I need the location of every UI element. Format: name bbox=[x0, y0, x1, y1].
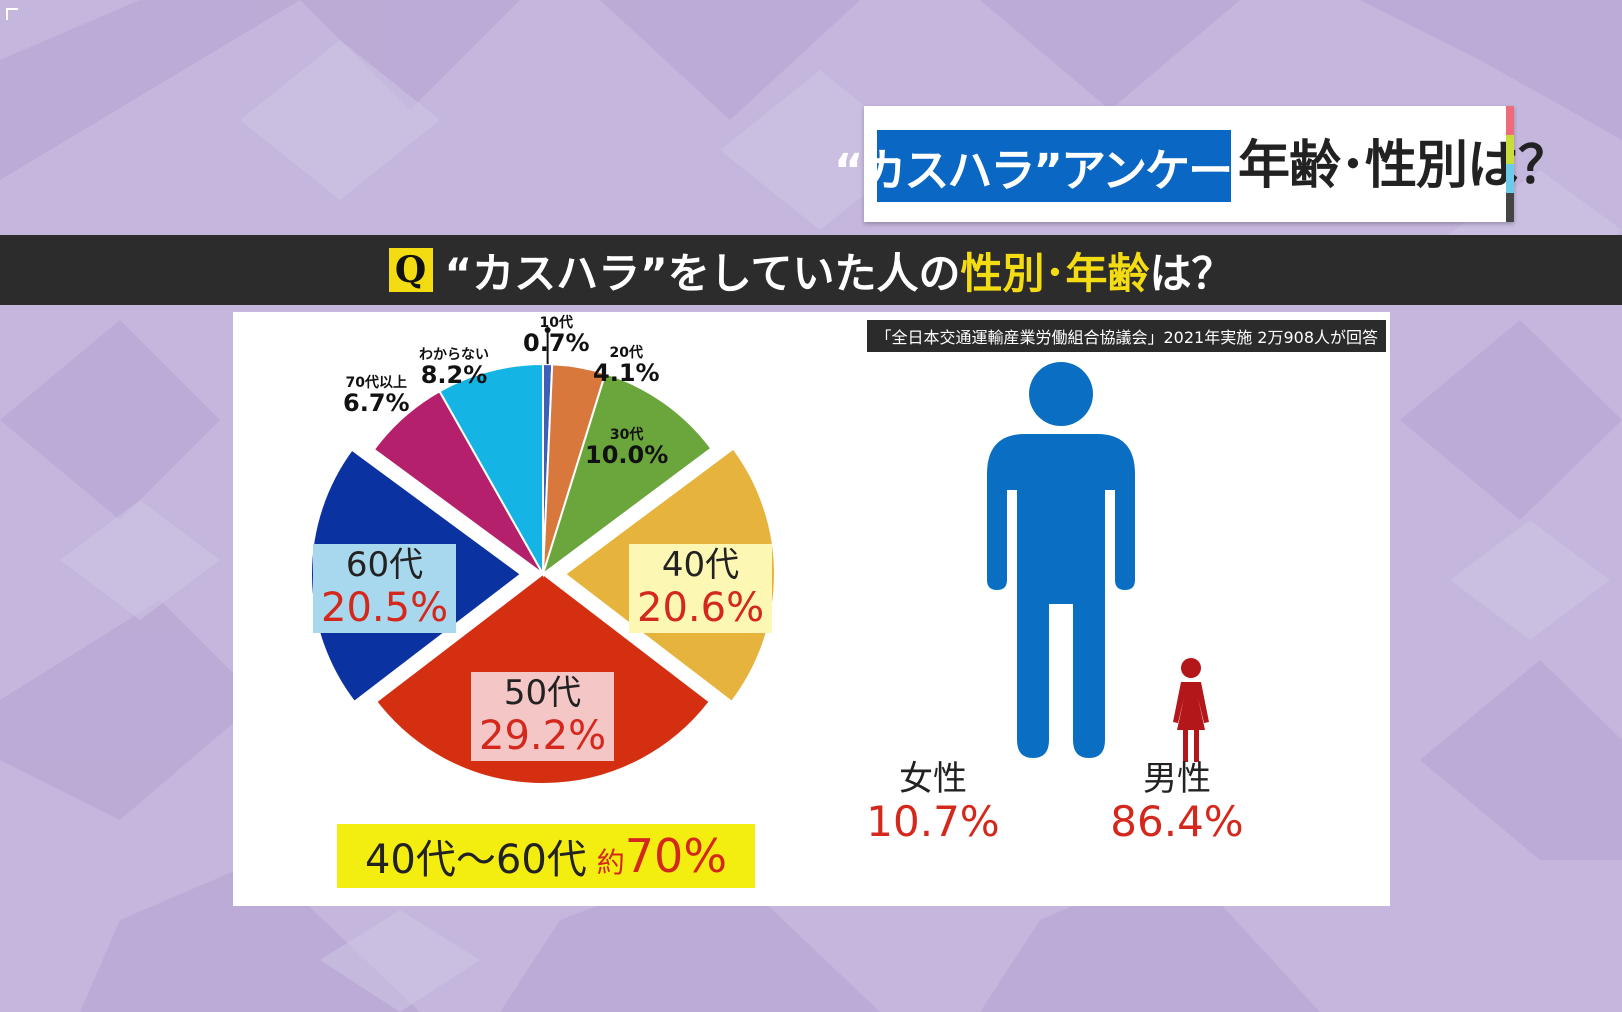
title-plate: “カスハラ”アンケート 年齢･性別は？ bbox=[834, 106, 1570, 222]
male-label-value: 86.4% bbox=[1110, 797, 1244, 847]
pie-label-40s: 40代 20.6% bbox=[629, 544, 773, 634]
pie-slice-3 bbox=[541, 372, 713, 577]
title-highlight: “カスハラ”アンケート bbox=[834, 130, 1276, 202]
pie-label-40s-value: 20.6% bbox=[637, 585, 765, 632]
pie-label-unknown-value: 8.2% bbox=[420, 360, 488, 389]
pie-label-50s-name: 50代 bbox=[503, 673, 582, 713]
summary-callout: 40代〜60代 約70% bbox=[337, 824, 755, 888]
female-label-value: 10.7% bbox=[866, 797, 1000, 847]
title-stripe-green bbox=[1506, 135, 1514, 164]
summary-range: 40代〜60代 bbox=[364, 837, 587, 883]
summary-approx: 約 bbox=[596, 846, 625, 879]
pie-label-20s-name: 20代 bbox=[609, 345, 644, 361]
source-caption: 「全日本交通運輸産業労働組合協議会」2021年実施 2万908人が回答 bbox=[867, 320, 1386, 352]
female-pictogram bbox=[1173, 658, 1209, 762]
pie-label-70s-plus-name: 70代以上 bbox=[345, 375, 408, 391]
female-label-name: 女性 bbox=[899, 759, 967, 799]
pie-label-unknown-name: わからない bbox=[419, 347, 489, 363]
pie-label-10s-name: 10代 bbox=[539, 315, 574, 331]
pie-label-20s-value: 4.1% bbox=[593, 358, 660, 387]
pie-label-60s: 60代 20.5% bbox=[313, 544, 457, 634]
title-stripe-blue bbox=[1506, 164, 1514, 193]
male-label-name: 男性 bbox=[1143, 759, 1211, 799]
pie-label-40s-name: 40代 bbox=[661, 545, 740, 585]
question-bar: Q “カスハラ”をしていた人の性別･年齢は？ bbox=[0, 235, 1622, 305]
title-text: 年齢･性別は？ bbox=[1238, 136, 1570, 196]
pie-label-30s-value: 10.0% bbox=[585, 440, 669, 469]
question-text-after: は？ bbox=[1149, 248, 1234, 298]
summary-value: 70% bbox=[624, 829, 728, 883]
question-badge: Q bbox=[388, 248, 433, 292]
pie-label-60s-name: 60代 bbox=[345, 545, 424, 585]
pie-label-30s-name: 30代 bbox=[609, 427, 644, 443]
question-text-before: “カスハラ”をしていた人の bbox=[444, 248, 961, 298]
pie-label-10s: 10代 0.7% bbox=[523, 316, 590, 356]
pie-label-50s-value: 29.2% bbox=[479, 713, 607, 760]
question-text-highlight: 性別･年齢 bbox=[960, 248, 1150, 298]
title-stripe-pink bbox=[1506, 106, 1514, 135]
male-label: 男性 86.4% bbox=[1093, 759, 1261, 847]
pie-label-30s: 30代 10.0% bbox=[585, 428, 668, 468]
pie-label-10s-value: 0.7% bbox=[523, 328, 590, 357]
question-text: “カスハラ”をしていた人の性別･年齢は？ bbox=[445, 240, 1234, 301]
female-label: 女性 10.7% bbox=[853, 759, 1013, 847]
pie-label-50s: 50代 29.2% bbox=[471, 672, 615, 762]
chart-panel: 「全日本交通運輸産業労働組合協議会」2021年実施 2万908人が回答 10代 … bbox=[233, 312, 1390, 906]
pie-label-60s-value: 20.5% bbox=[321, 585, 449, 632]
pie-label-70s-plus-value: 6.7% bbox=[343, 388, 410, 417]
pie-slice-8 bbox=[438, 362, 544, 578]
pie-label-20s: 20代 4.1% bbox=[593, 346, 660, 386]
pie-label-70s-plus: 70代以上 6.7% bbox=[343, 376, 410, 416]
male-pictogram bbox=[987, 362, 1135, 758]
pie-label-unknown: わからない 8.2% bbox=[419, 348, 489, 388]
frame-corner-mark bbox=[6, 8, 18, 20]
title-stripe-dark bbox=[1506, 193, 1514, 222]
gender-pictograms bbox=[987, 362, 1209, 762]
pie-pointer-dot bbox=[544, 327, 551, 334]
